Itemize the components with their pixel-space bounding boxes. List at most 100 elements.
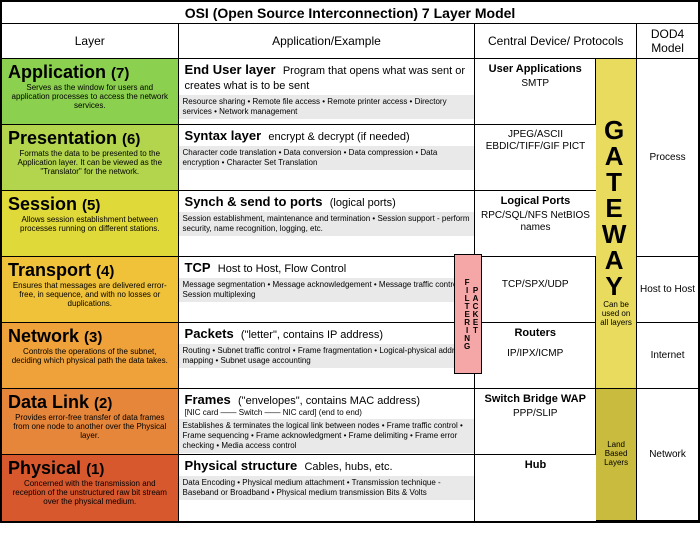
app-sub-3: ("letter", contains IP address) xyxy=(241,329,383,341)
app-detail-2: Establishes & terminates the logical lin… xyxy=(179,419,475,453)
layer-num-2: (2) xyxy=(94,395,112,412)
app-head-3: Packets xyxy=(185,326,234,341)
layer-name-5: Session xyxy=(8,194,77,214)
dev-bot-4: TCP/SPX/UDP xyxy=(477,279,593,291)
dev-top-2: Switch Bridge WAP xyxy=(477,393,593,406)
dod-process: Process xyxy=(637,59,698,257)
dev-bot-2: PPP/SLIP xyxy=(477,408,593,420)
app-head-4: TCP xyxy=(185,260,211,275)
app-detail-4: Message segmentation • Message acknowled… xyxy=(179,278,475,302)
app-sub-5: (logical ports) xyxy=(330,197,396,209)
app-sub2-2: [NIC card —— Switch —— NIC card] (end to… xyxy=(185,408,469,417)
dev-cell-4: TCP/SPX/UDP xyxy=(475,257,596,323)
app-cell-3: Packets ("letter", contains IP address) … xyxy=(178,323,475,389)
app-head-6: Syntax layer xyxy=(185,128,262,143)
row-physical: Physical (1) Concerned with the transmis… xyxy=(2,455,698,521)
layer-num-3: (3) xyxy=(84,329,102,346)
layer-name-4: Transport xyxy=(8,260,91,280)
row-transport: Transport (4) Ensures that messages are … xyxy=(2,257,698,323)
app-detail-3: Routing • Subnet traffic control • Frame… xyxy=(179,344,475,368)
dev-top-5: Logical Ports xyxy=(477,195,593,208)
dod-internet: Internet xyxy=(637,323,698,389)
layer-num-7: (7) xyxy=(111,65,129,82)
app-head-2: Frames xyxy=(185,392,231,407)
dev-cell-7: User Applications SMTP xyxy=(475,59,596,125)
layer-desc-4: Ensures that messages are delivered erro… xyxy=(8,281,172,309)
dev-cell-1: Hub xyxy=(475,455,596,521)
layer-cell-4: Transport (4) Ensures that messages are … xyxy=(2,257,178,323)
layer-cell-3: Network (3) Controls the operations of t… xyxy=(2,323,178,389)
app-cell-7: End User layer Program that opens what w… xyxy=(178,59,475,125)
app-cell-5: Synch & send to ports (logical ports) Se… xyxy=(178,191,475,257)
table-body: Application (7) Serves as the window for… xyxy=(2,59,698,521)
app-sub-1: Cables, hubs, etc. xyxy=(304,461,392,473)
app-sub-2: ("envelopes", contains MAC address) xyxy=(238,395,420,407)
app-cell-1: Physical structure Cables, hubs, etc. Da… xyxy=(178,455,475,521)
layer-desc-2: Provides error-free transfer of data fra… xyxy=(8,413,172,441)
gateway-note: Can be used on all layers xyxy=(596,299,636,329)
dev-cell-5: Logical Ports RPC/SQL/NFS NetBIOS names xyxy=(475,191,596,257)
row-network: Network (3) Controls the operations of t… xyxy=(2,323,698,389)
layer-name-6: Presentation xyxy=(8,128,117,148)
layer-desc-7: Serves as the window for users and appli… xyxy=(8,83,172,111)
layer-num-5: (5) xyxy=(82,197,100,214)
app-detail-6: Character code translation • Data conver… xyxy=(179,146,475,170)
packet-filtering-box: PACKET FILTERING xyxy=(454,254,482,374)
header-dod: DOD4 Model xyxy=(637,24,698,59)
main-table: Layer Application/Example Central Device… xyxy=(2,24,698,521)
dev-bot-6: JPEG/ASCII EBDIC/TIFF/GIF PICT xyxy=(477,129,593,153)
dev-cell-3: Routers IP/IPX/ICMP xyxy=(475,323,596,389)
row-application: Application (7) Serves as the window for… xyxy=(2,59,698,125)
dod-host: Host to Host xyxy=(637,257,698,323)
layer-cell-7: Application (7) Serves as the window for… xyxy=(2,59,178,125)
dev-bot-7: SMTP xyxy=(477,78,593,90)
app-detail-7: Resource sharing • Remote file access • … xyxy=(179,95,475,119)
app-cell-2: Frames ("envelopes", contains MAC addres… xyxy=(178,389,475,455)
dev-top-1: Hub xyxy=(477,459,593,472)
layer-name-3: Network xyxy=(8,326,79,346)
layer-desc-3: Controls the operations of the subnet, d… xyxy=(8,347,172,365)
page-title: OSI (Open Source Interconnection) 7 Laye… xyxy=(2,2,698,24)
app-head-7: End User layer xyxy=(185,62,276,77)
row-session: Session (5) Allows session establishment… xyxy=(2,191,698,257)
dev-bot-5: RPC/SQL/NFS NetBIOS names xyxy=(477,210,593,234)
layer-num-1: (1) xyxy=(86,461,104,478)
layer-num-6: (6) xyxy=(122,131,140,148)
layer-cell-2: Data Link (2) Provides error-free transf… xyxy=(2,389,178,455)
header-layer: Layer xyxy=(2,24,178,59)
gateway-cell: GATEWAY Can be used on all layers xyxy=(596,59,637,389)
layer-desc-6: Formats the data to be presented to the … xyxy=(8,149,172,177)
layer-cell-6: Presentation (6) Formats the data to be … xyxy=(2,125,178,191)
app-detail-1: Data Encoding • Physical medium attachme… xyxy=(179,476,475,500)
pf-line2: FILTERING xyxy=(463,278,472,350)
dev-cell-2: Switch Bridge WAP PPP/SLIP xyxy=(475,389,596,455)
dev-top-7: User Applications xyxy=(477,63,593,76)
pf-line1: PACKET xyxy=(471,286,480,334)
dev-bot-3: IP/IPX/ICMP xyxy=(477,348,593,360)
header-dev: Central Device/ Protocols xyxy=(475,24,637,59)
osi-model-table: OSI (Open Source Interconnection) 7 Laye… xyxy=(0,0,700,523)
layer-cell-1: Physical (1) Concerned with the transmis… xyxy=(2,455,178,521)
app-cell-6: Syntax layer encrypt & decrypt (if neede… xyxy=(178,125,475,191)
header-row: Layer Application/Example Central Device… xyxy=(2,24,698,59)
layer-name-2: Data Link xyxy=(8,392,89,412)
dod-network: Network xyxy=(637,389,698,521)
gateway-label: GATEWAY xyxy=(596,117,636,299)
layer-cell-5: Session (5) Allows session establishment… xyxy=(2,191,178,257)
layer-name-7: Application xyxy=(8,62,106,82)
dev-top-3: Routers xyxy=(477,327,593,340)
app-detail-5: Session establishment, maintenance and t… xyxy=(179,212,475,236)
app-head-5: Synch & send to ports xyxy=(185,194,323,209)
layer-desc-5: Allows session establishment between pro… xyxy=(8,215,172,233)
dev-cell-6: JPEG/ASCII EBDIC/TIFF/GIF PICT xyxy=(475,125,596,191)
app-head-1: Physical structure xyxy=(185,458,298,473)
app-cell-4: TCP Host to Host, Flow Control Message s… xyxy=(178,257,475,323)
layer-desc-1: Concerned with the transmission and rece… xyxy=(8,479,172,507)
layer-name-1: Physical xyxy=(8,458,81,478)
layer-num-4: (4) xyxy=(96,263,114,280)
app-sub-4: Host to Host, Flow Control xyxy=(218,263,346,275)
row-datalink: Data Link (2) Provides error-free transf… xyxy=(2,389,698,455)
header-app: Application/Example xyxy=(178,24,475,59)
land-based-layers: Land Based Layers xyxy=(596,389,637,521)
row-presentation: Presentation (6) Formats the data to be … xyxy=(2,125,698,191)
